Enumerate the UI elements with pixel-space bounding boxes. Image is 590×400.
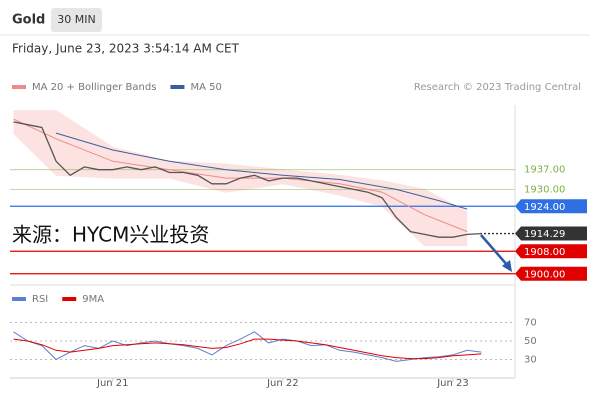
y-tick-label: 30 (524, 355, 537, 366)
level-label-box (515, 244, 587, 259)
legend-swatch (62, 297, 77, 301)
symbol: Gold (12, 13, 45, 28)
y-tick-label: 70 (524, 318, 537, 329)
ma20-line (13, 118, 468, 233)
rsi-line (13, 331, 482, 362)
level-label-box (515, 199, 587, 214)
level-label: 1937.00 (524, 165, 565, 176)
band-upper (13, 110, 468, 213)
level-label: 1908.00 (524, 247, 565, 258)
interval-pill[interactable] (51, 8, 102, 32)
legend-label: MA 20 + Bollinger Bands (32, 82, 156, 93)
legend-swatch (170, 85, 185, 89)
x-tick-label: Jun 21 (96, 378, 129, 389)
legend-label: 9MA (82, 294, 104, 305)
chart-layer: 1937.00 1930.00 1924.00 1914.29 1908.00 1900.… (10, 82, 587, 389)
forecast-arrowhead (502, 260, 512, 272)
level-label-box (515, 226, 587, 241)
datetime: Friday, June 23, 2023 3:54:14 AM CET (12, 42, 240, 56)
x-tick-label: Jun 22 (266, 378, 299, 389)
level-label-box (515, 266, 587, 281)
y-tick-label: 50 (524, 336, 537, 347)
watermark: 来源：HYCM兴业投资 (12, 223, 209, 247)
interval[interactable]: 30 MIN (57, 13, 95, 26)
credit: Research © 2023 Trading Central (414, 82, 581, 93)
price-line (13, 121, 482, 238)
x-tick-label: Jun 23 (436, 378, 469, 389)
level-label: 1900.00 (524, 269, 565, 280)
ma50-line (55, 132, 468, 210)
legend-swatch (12, 85, 26, 89)
rsi-ma-line (13, 338, 482, 360)
forecast-arrow (480, 234, 509, 267)
level-label: 1924.00 (524, 202, 565, 213)
legend-label: MA 50 (190, 82, 221, 93)
band-lower (13, 132, 468, 247)
level-label: 1930.00 (524, 184, 565, 195)
legend-label: RSI (32, 294, 48, 305)
level-label: 1914.29 (524, 229, 565, 240)
legend-swatch (12, 297, 26, 301)
